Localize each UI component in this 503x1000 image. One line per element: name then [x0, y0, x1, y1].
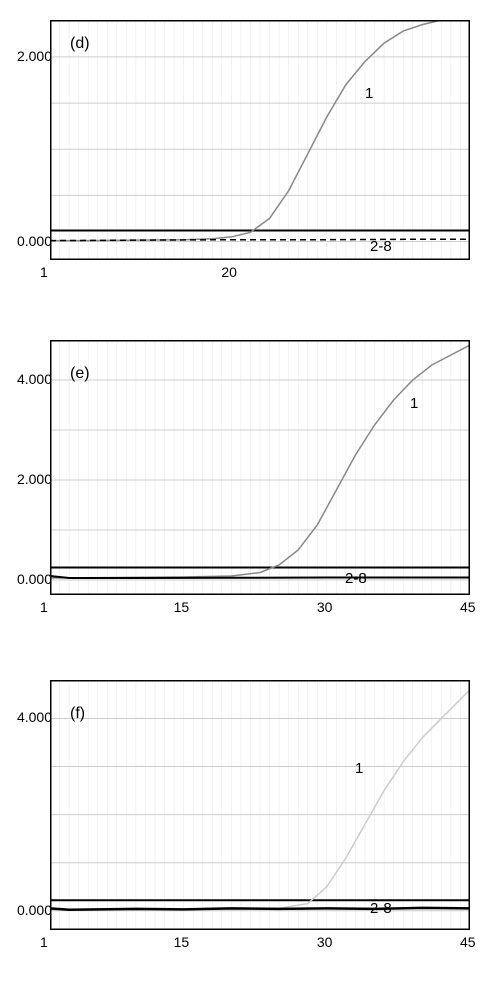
- ytick-label: 2.000: [2, 471, 52, 487]
- xtick-label: 1: [40, 934, 48, 950]
- chart-d-svg: [50, 20, 470, 260]
- series-label-1: 1: [355, 760, 363, 777]
- xtick-label: 1: [40, 264, 48, 280]
- chart-f-svg: [50, 680, 470, 930]
- series-label-2-8: 2-8: [345, 570, 367, 587]
- series-label-2-8: 2-8: [370, 900, 392, 917]
- ytick-label: 0.000: [2, 571, 52, 587]
- panel-label-f: (f): [70, 705, 85, 723]
- ytick-label: 0.000: [2, 902, 52, 918]
- series-label-2-8: 2-8: [370, 238, 392, 255]
- xtick-label: 20: [221, 264, 237, 280]
- ytick-label: 2.000: [2, 48, 52, 64]
- chart-panel-d: 0.0002.000120(d)12-8: [50, 20, 480, 280]
- series-label-1: 1: [365, 85, 373, 102]
- ytick-label: 4.000: [2, 371, 52, 387]
- chart-panel-e: 0.0002.0004.0001153045(e)12-8: [50, 340, 480, 620]
- xtick-label: 15: [174, 934, 190, 950]
- panel-label-d: (d): [70, 35, 90, 53]
- ytick-label: 0.000: [2, 233, 52, 249]
- chart-panel-f: 0.0004.0001153045(f)12-8: [50, 680, 480, 960]
- xtick-label: 15: [174, 599, 190, 615]
- ytick-label: 4.000: [2, 709, 52, 725]
- xtick-label: 1: [40, 599, 48, 615]
- xtick-label: 30: [317, 934, 333, 950]
- panel-label-e: (e): [70, 365, 90, 383]
- chart-e-svg: [50, 340, 470, 595]
- xtick-label: 45: [460, 599, 476, 615]
- series-label-1: 1: [410, 395, 418, 412]
- xtick-label: 30: [317, 599, 333, 615]
- xtick-label: 45: [460, 934, 476, 950]
